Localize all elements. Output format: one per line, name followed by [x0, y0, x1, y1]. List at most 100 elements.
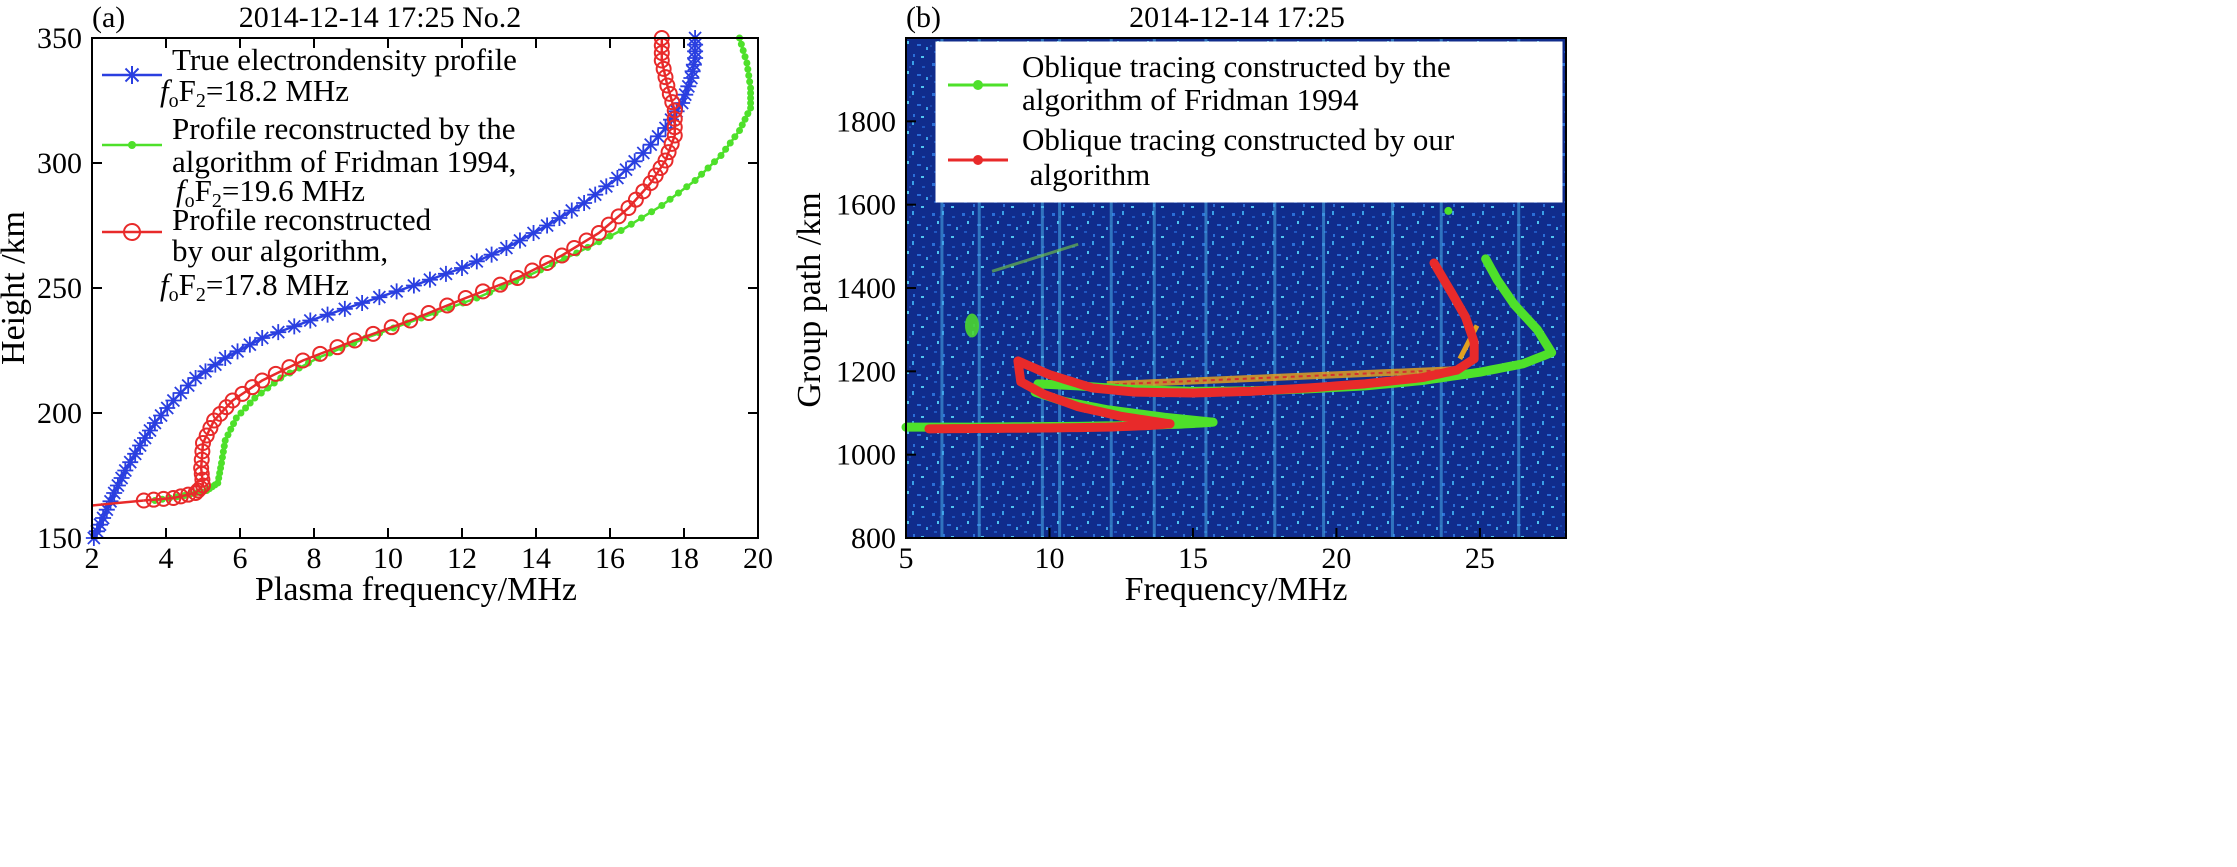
- panel-a-plot-area: [85, 30, 755, 546]
- star-point: [371, 289, 388, 306]
- star-point: [674, 95, 691, 111]
- circle-point: [195, 477, 211, 494]
- interference-stripe: [1204, 38, 1208, 538]
- interference-stripe: [1040, 38, 1044, 538]
- circle-point: [165, 490, 182, 506]
- circle-point: [457, 290, 474, 306]
- star-point: [663, 111, 680, 128]
- echo-trace-core: [1106, 368, 1466, 386]
- star-point: [683, 70, 700, 86]
- star-point: [421, 271, 438, 288]
- trace-1-branch-1: [1013, 258, 1479, 429]
- dot-point: [704, 164, 712, 172]
- dot-point: [242, 404, 250, 412]
- trace-1-branch-0: [924, 419, 1175, 434]
- circle-point: [664, 94, 681, 111]
- legend-b-entry-fridman: Oblique tracing constructed by the algor…: [948, 49, 1451, 117]
- circle-point: [172, 488, 189, 505]
- y-tick-label: 150: [37, 522, 82, 555]
- fof2-F: F: [195, 173, 212, 208]
- legend-a-entry-ours: Profile reconstructed by our algorithm, …: [102, 202, 432, 306]
- circle-point: [155, 490, 172, 507]
- circle-point: [194, 443, 211, 460]
- circle-point: [590, 225, 607, 241]
- star-point: [102, 493, 119, 510]
- circle-point: [666, 127, 683, 144]
- echo-faint-trace: [991, 242, 1079, 273]
- dot-point: [747, 99, 755, 107]
- panel-b-ticks: 5 10 15 20 25 800 1000 1200 1400 1600 1800: [836, 105, 1495, 575]
- panel-b-plot-area: [901, 254, 1557, 434]
- y-tick-label: 350: [37, 22, 82, 55]
- star-point: [650, 128, 667, 145]
- dot-point: [736, 127, 743, 134]
- circle-point: [267, 365, 284, 382]
- dot-point: [738, 121, 746, 129]
- circle-point: [539, 255, 556, 271]
- star-point: [172, 385, 189, 401]
- star-point: [354, 295, 371, 311]
- circle-point: [600, 216, 617, 233]
- star-point: [217, 350, 234, 366]
- dot-point: [606, 232, 614, 240]
- dot-point: [683, 183, 691, 191]
- dot-point: [744, 110, 752, 118]
- panel-a: (a) 2014-12-14 17:25 No.2 2 4 6 8 10 12 14 16 18…: [0, 1, 773, 608]
- circle-point: [663, 135, 680, 152]
- x-tick-label: 12: [447, 542, 477, 575]
- panel-b-xlabel: Frequency/MHz: [1125, 571, 1348, 608]
- star-point: [159, 400, 176, 416]
- legend-b-text-ours-1: Oblique tracing constructed by our: [1022, 122, 1455, 157]
- circle-point: [365, 325, 382, 342]
- circle-point: [661, 85, 678, 102]
- dot-point: [230, 420, 238, 428]
- panel-a-ticks: 2 4 6 8 10 12 14 16 18 20 150 200 250 300 350: [37, 22, 773, 575]
- dot-point: [674, 189, 682, 197]
- circle-point: [474, 283, 491, 300]
- panel-a-label: (a): [92, 1, 125, 34]
- circle-point: [402, 312, 419, 329]
- dot-point: [219, 448, 227, 456]
- star-point: [197, 363, 214, 380]
- star-point: [137, 430, 154, 446]
- dot-point: [711, 158, 719, 166]
- x-tick-label: 5: [899, 542, 914, 575]
- legend-a-entry-true: True electrondensity profile foF2=18.2 M…: [102, 42, 517, 112]
- circle-point: [610, 208, 627, 225]
- legend-a-text-true: True electrondensity profile: [172, 42, 517, 77]
- dot-point: [232, 414, 240, 422]
- circle-point: [509, 270, 526, 286]
- dot-point: [221, 437, 229, 444]
- heatmap-echo-features: [965, 206, 1480, 389]
- star-point: [117, 462, 134, 479]
- dot-point: [220, 442, 228, 450]
- x-tick-label: 20: [1321, 542, 1351, 575]
- interference-stripe: [1322, 38, 1326, 538]
- dot-point: [251, 394, 259, 402]
- y-tick-label: 1400: [836, 272, 896, 305]
- x-tick-label: 15: [1178, 542, 1208, 575]
- dot-point: [257, 389, 265, 397]
- dot-point: [731, 133, 739, 141]
- legend-a-text-fridman-1: Profile reconstructed by the: [172, 111, 515, 146]
- panel-b: (b) 2014-12-14 17:25 5 10 15 20 25 800 1000 120…: [791, 1, 1567, 608]
- star-point: [180, 377, 197, 394]
- y-tick-label: 1000: [836, 439, 896, 472]
- star-point: [127, 445, 144, 462]
- circle-point: [524, 262, 541, 279]
- dot-point: [747, 89, 755, 97]
- panel-a-legend: True electrondensity profile foF2=18.2 M…: [102, 42, 517, 306]
- star-point: [132, 437, 149, 454]
- dot-point: [237, 409, 245, 417]
- fof2-F: F: [179, 73, 196, 108]
- dot-point: [726, 139, 734, 147]
- y-tick-label: 1600: [836, 189, 896, 222]
- dot-marker-icon: [973, 80, 983, 90]
- star-point: [286, 318, 303, 335]
- y-tick-label: 800: [851, 522, 896, 555]
- legend-b-text-fridman-1: Oblique tracing constructed by the: [1022, 49, 1451, 84]
- dot-point: [747, 104, 755, 112]
- legend-a-text-ours-2: by our algorithm,: [172, 233, 388, 268]
- circle-point: [190, 482, 207, 499]
- circle-point: [439, 297, 456, 314]
